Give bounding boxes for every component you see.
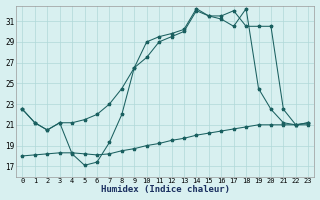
X-axis label: Humidex (Indice chaleur): Humidex (Indice chaleur)	[101, 185, 230, 194]
